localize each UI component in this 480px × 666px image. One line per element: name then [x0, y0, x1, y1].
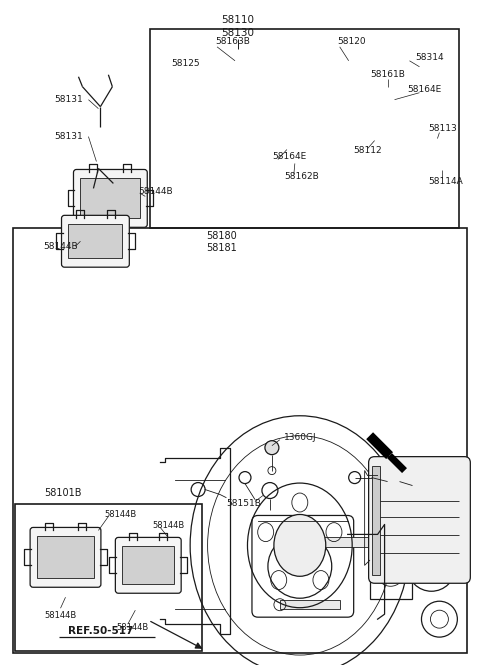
Bar: [280, 600, 340, 609]
Text: 58114A: 58114A: [428, 177, 463, 186]
Text: 58144B: 58144B: [44, 611, 77, 619]
FancyBboxPatch shape: [30, 527, 101, 587]
Ellipse shape: [274, 514, 326, 576]
Text: 1360GJ: 1360GJ: [284, 433, 316, 442]
Text: 58110: 58110: [221, 15, 254, 25]
Bar: [15, 503, 202, 651]
Text: REF.50-517: REF.50-517: [68, 626, 133, 636]
Text: 58162B: 58162B: [285, 172, 319, 181]
Bar: [370, 545, 411, 599]
Bar: [372, 466, 380, 575]
Text: 58101B: 58101B: [44, 488, 81, 498]
Text: 58144B: 58144B: [104, 510, 136, 519]
Text: 58131: 58131: [54, 132, 83, 141]
Text: 58120: 58120: [337, 37, 366, 47]
Text: 58144B: 58144B: [152, 521, 184, 530]
Text: 58181: 58181: [207, 243, 238, 253]
Text: 58144B: 58144B: [138, 187, 172, 196]
Text: 58164E: 58164E: [408, 85, 442, 94]
Text: 58314: 58314: [415, 53, 444, 63]
Text: 58130: 58130: [221, 28, 254, 38]
Text: 58164E: 58164E: [273, 152, 307, 161]
Circle shape: [265, 441, 279, 455]
Bar: [37, 536, 94, 578]
Bar: [150, 29, 459, 228]
Text: 58125: 58125: [171, 59, 200, 69]
FancyBboxPatch shape: [369, 457, 470, 583]
Text: 58151B: 58151B: [227, 499, 262, 508]
Text: 58112: 58112: [353, 146, 382, 155]
FancyBboxPatch shape: [115, 537, 181, 593]
Text: 58180: 58180: [207, 231, 238, 241]
Bar: [81, 178, 140, 218]
FancyBboxPatch shape: [61, 215, 129, 267]
Bar: [69, 224, 122, 258]
Bar: [12, 228, 468, 653]
Text: 58144B: 58144B: [43, 242, 78, 251]
Text: 58144B: 58144B: [116, 623, 148, 631]
Bar: [122, 546, 174, 584]
Text: 58161B: 58161B: [370, 70, 405, 79]
FancyBboxPatch shape: [73, 169, 147, 227]
Text: 58113: 58113: [428, 124, 457, 133]
Bar: [320, 537, 387, 547]
Text: 58163B: 58163B: [216, 37, 251, 47]
Text: 58131: 58131: [54, 95, 83, 104]
